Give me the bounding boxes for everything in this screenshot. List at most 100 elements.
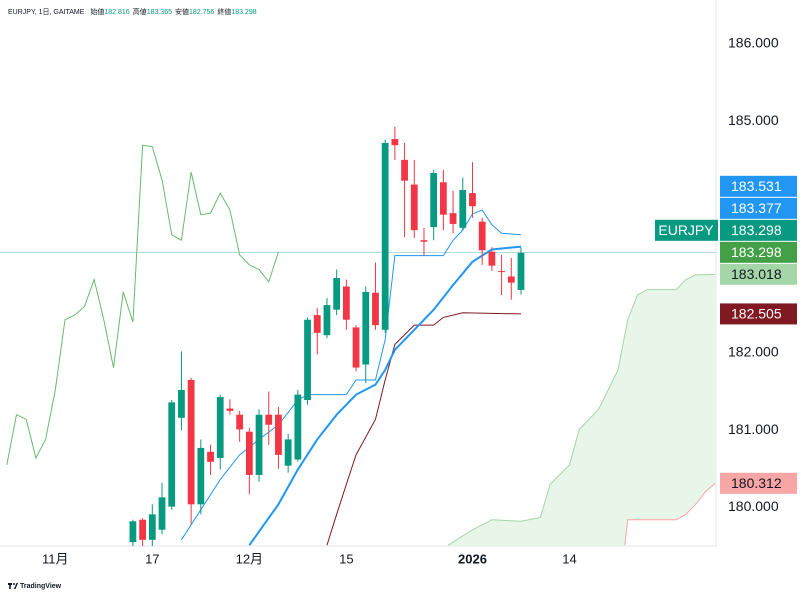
candle — [381, 139, 389, 333]
candle — [178, 351, 185, 431]
candle — [391, 126, 399, 160]
candle-body — [469, 193, 476, 207]
indicator-line — [181, 209, 522, 541]
candle — [187, 377, 195, 525]
candle-body — [391, 139, 399, 146]
candle — [129, 519, 137, 546]
candle — [265, 391, 273, 445]
candle — [226, 399, 234, 415]
candle-body — [517, 252, 525, 290]
y-tick-label: 181.000 — [728, 421, 779, 437]
candle-body — [498, 271, 505, 273]
candle-body — [197, 447, 205, 505]
plot-area — [0, 126, 716, 546]
price-label: 183.298 — [731, 222, 782, 238]
cloud-span — [447, 273, 716, 546]
candle-body — [323, 305, 331, 336]
candle-body — [342, 286, 350, 320]
candle — [139, 518, 147, 546]
candle-body — [294, 394, 302, 460]
price-label-box — [720, 303, 797, 325]
candle — [245, 427, 253, 495]
candle — [449, 190, 457, 234]
candle-body — [449, 213, 457, 224]
candle — [304, 317, 311, 405]
candle — [439, 169, 447, 231]
candle — [372, 262, 379, 330]
candle — [275, 406, 282, 469]
candle-body — [304, 319, 311, 401]
candle-body — [381, 142, 389, 330]
candle-body — [420, 240, 428, 242]
price-label-box — [720, 263, 797, 285]
ohlc-value: 183.365 — [147, 9, 172, 16]
candle-body — [372, 292, 379, 326]
candle — [197, 439, 205, 515]
candle — [410, 159, 418, 238]
candle-body — [245, 431, 253, 475]
cloud-fill — [448, 274, 716, 546]
header: EURJPY, 1日, GAITAME 始値182.816 高値183.365 安値1… — [8, 7, 257, 16]
candle-body — [488, 251, 496, 266]
candle — [478, 217, 486, 265]
ohlc-value: 182.816 — [104, 9, 129, 16]
candle-body — [284, 439, 292, 466]
candle-body — [313, 315, 321, 333]
candle-body — [275, 414, 282, 455]
candle-body — [168, 402, 176, 507]
symbol-tag-box — [655, 219, 718, 241]
candle-body — [478, 221, 486, 251]
ohlc-label: 始値 — [90, 7, 104, 16]
price-label: 183.377 — [731, 200, 782, 216]
candle-body — [459, 189, 467, 228]
candle-body — [216, 396, 224, 458]
candle — [488, 247, 496, 272]
price-label-box — [720, 241, 797, 263]
cloud-span — [624, 482, 716, 546]
price-label: 183.531 — [731, 178, 782, 194]
candle-body — [410, 184, 418, 231]
candle — [158, 482, 166, 535]
x-tick-label: 15 — [339, 551, 353, 566]
candle — [294, 390, 302, 462]
candle — [342, 279, 350, 330]
candle — [148, 504, 156, 546]
x-tick-label: 14 — [562, 551, 576, 566]
candle — [207, 444, 214, 475]
candle — [216, 394, 224, 470]
ohlc-label: 終値 — [217, 7, 231, 16]
price-label-box — [720, 197, 797, 219]
candle-body — [158, 497, 166, 530]
candle-body — [148, 514, 156, 540]
candle-body — [265, 414, 273, 425]
candle-body — [226, 408, 234, 411]
price-label: 183.018 — [731, 266, 782, 282]
y-tick-label: 182.000 — [728, 344, 779, 360]
candle-body — [207, 451, 214, 462]
candle — [352, 325, 360, 372]
ohlc-value: 182.756 — [189, 9, 214, 16]
x-tick-label: 11月 — [42, 551, 69, 566]
candle — [168, 400, 176, 510]
candle-body — [139, 519, 147, 540]
candle-body — [236, 414, 244, 430]
candle — [517, 247, 525, 295]
candle-body — [178, 390, 185, 418]
candle — [284, 434, 292, 473]
y-tick-label: 185.000 — [728, 112, 779, 128]
candle-body — [187, 379, 195, 505]
candle-body — [333, 278, 341, 310]
symbol-tag: EURJPY — [658, 222, 714, 238]
indicator-line — [326, 312, 522, 546]
candle-body — [362, 291, 370, 365]
indicator-line — [248, 245, 522, 546]
candle — [362, 286, 370, 384]
x-tick-label: 17 — [145, 551, 159, 566]
indicator-line — [6, 144, 279, 466]
y-tick-label: 180.000 — [728, 498, 779, 514]
candle-body — [401, 159, 408, 181]
price-label: 183.298 — [731, 244, 782, 260]
x-tick-label: 2026 — [458, 551, 487, 566]
candle-body — [507, 276, 515, 283]
